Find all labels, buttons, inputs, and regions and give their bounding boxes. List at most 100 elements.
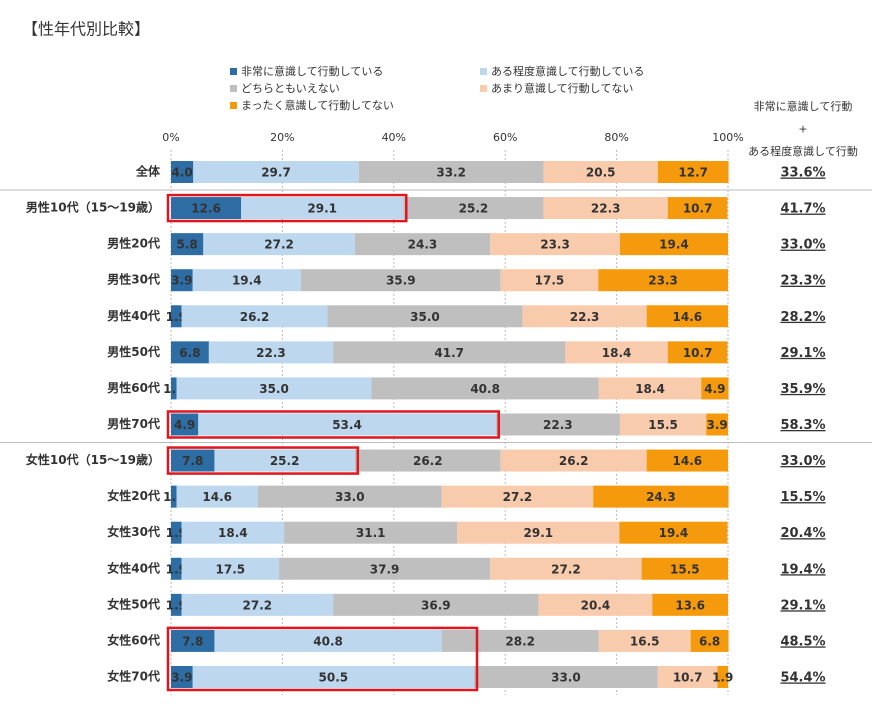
- category-label: 男性20代: [107, 236, 160, 251]
- data-label: 4.0: [172, 166, 193, 180]
- x-tick-label: 100%: [712, 131, 743, 144]
- bar-segment: [300, 269, 501, 292]
- bar-segment: [717, 665, 728, 688]
- bar-segment: [241, 197, 404, 220]
- data-label: 14.6: [673, 310, 703, 324]
- data-label: 31.1: [356, 526, 386, 540]
- data-label: 22.3: [591, 202, 621, 216]
- bar-segment: [181, 557, 280, 580]
- total-label: 33.0%: [780, 238, 825, 253]
- highlight-box: [166, 446, 360, 475]
- legend-swatch: [230, 68, 237, 75]
- data-label: 40.8: [313, 634, 343, 648]
- data-label: 33.0: [335, 490, 365, 504]
- data-label: 26.2: [559, 454, 589, 468]
- bar-segment: [652, 593, 728, 616]
- bar-segment: [619, 233, 728, 256]
- data-label: 29.1: [524, 526, 554, 540]
- bar-segment: [690, 629, 729, 652]
- bar-segment: [333, 593, 539, 616]
- bar-segment: [171, 521, 182, 544]
- bar-segment: [474, 665, 658, 688]
- category-label: 女性10代（15～19歳）: [26, 452, 160, 467]
- data-label: 53.4: [332, 418, 362, 432]
- legend-label: ある程度意識して行動している: [491, 64, 644, 78]
- bar-segment: [593, 485, 729, 508]
- data-label: 29.7: [261, 166, 291, 180]
- data-label: 35.0: [410, 310, 440, 324]
- data-label: 20.5: [586, 166, 616, 180]
- data-label: 40.8: [470, 382, 500, 396]
- total-label: 28.2%: [780, 310, 825, 325]
- data-label: 22.3: [256, 346, 286, 360]
- data-label: 10.7: [683, 346, 713, 360]
- bar-segment: [500, 269, 599, 292]
- total-label: 20.4%: [780, 526, 825, 541]
- total-label: 29.1%: [780, 598, 825, 613]
- chart-title: 【性年代別比較】: [22, 20, 150, 39]
- bar-segment: [495, 413, 620, 436]
- total-label: 54.4%: [780, 670, 825, 685]
- category-label: 女性70代: [107, 668, 160, 683]
- bar-segment: [490, 233, 620, 256]
- category-label: 男性10代（15～19歳）: [26, 200, 160, 215]
- data-label: 15.5: [648, 418, 678, 432]
- data-label: 12.7: [678, 166, 708, 180]
- bar-segment: [171, 593, 182, 616]
- data-label: 24.3: [408, 238, 438, 252]
- data-label: 33.2: [436, 166, 466, 180]
- data-label: 10.7: [683, 202, 713, 216]
- bar-segment: [327, 305, 523, 328]
- total-label: 48.5%: [780, 634, 825, 649]
- bar-segment: [171, 629, 215, 652]
- bar-segment: [171, 449, 215, 472]
- data-label: 7.8: [182, 454, 203, 468]
- total-label: 33.6%: [780, 166, 825, 181]
- category-label: 女性20代: [107, 488, 160, 503]
- data-label: 19.4: [232, 274, 262, 288]
- bar-segment: [193, 161, 359, 183]
- legend-swatch: [230, 102, 237, 109]
- data-label: 37.9: [370, 562, 400, 576]
- bar-segment: [619, 521, 728, 544]
- data-label: 5.8: [177, 238, 198, 252]
- data-label: 10.7: [673, 670, 703, 684]
- bar-segment: [181, 593, 334, 616]
- bar-segment: [457, 521, 620, 544]
- total-label: 19.4%: [780, 562, 825, 577]
- total-header: +: [798, 123, 807, 136]
- bar-segment: [706, 413, 728, 436]
- data-label: 41.7: [434, 346, 464, 360]
- category-label: 男性40代: [107, 308, 160, 323]
- bar-segment: [171, 557, 182, 580]
- bar-segment: [667, 341, 728, 364]
- data-label: 18.4: [635, 382, 665, 396]
- bar-segment: [171, 413, 199, 436]
- data-label: 17.5: [535, 274, 565, 288]
- category-label: 女性40代: [107, 560, 160, 575]
- data-label: 25.2: [270, 454, 300, 468]
- bar-segment: [543, 197, 668, 220]
- bar-segment: [176, 377, 372, 400]
- data-label: 15.5: [670, 562, 700, 576]
- total-label: 41.7%: [780, 202, 825, 217]
- data-label: 16.5: [630, 634, 660, 648]
- bar-segment: [565, 341, 668, 364]
- bar-segment: [500, 449, 647, 472]
- data-label: 4.9: [704, 382, 725, 396]
- bar-segment: [641, 557, 728, 580]
- data-label: 35.0: [259, 382, 289, 396]
- total-label: 35.9%: [780, 382, 825, 397]
- data-label: 17.5: [216, 562, 246, 576]
- bar-segment: [171, 665, 193, 688]
- data-label: 1.9: [712, 670, 733, 684]
- legend-swatch: [480, 85, 487, 92]
- bar-segment: [171, 197, 242, 220]
- bar-segment: [284, 521, 458, 544]
- data-label: 28.2: [505, 634, 535, 648]
- total-label: 15.5%: [780, 490, 825, 505]
- x-tick-label: 40%: [382, 131, 406, 144]
- bar-segment: [181, 521, 285, 544]
- bar-segment: [171, 305, 182, 328]
